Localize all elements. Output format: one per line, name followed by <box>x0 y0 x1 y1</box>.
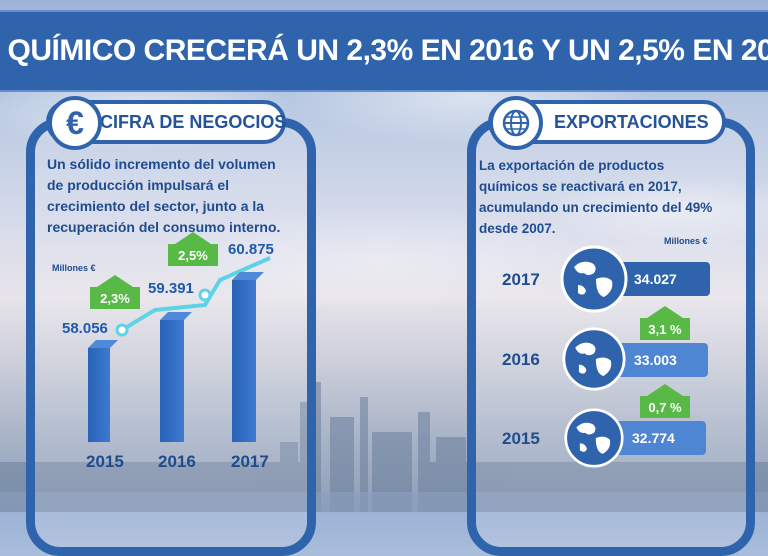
value-2016: 59.391 <box>148 280 194 297</box>
growth-badge-2017: 2,5% <box>168 232 218 266</box>
year-2015: 2015 <box>86 452 124 471</box>
bar-2016 <box>160 312 192 442</box>
business-volume-unit: Millones € <box>52 263 96 273</box>
export-year-2015: 2015 <box>502 429 540 448</box>
export-year-2017: 2017 <box>502 270 540 289</box>
globe-image-2016 <box>562 327 626 391</box>
exports-title: EXPORTACIONES <box>554 111 709 132</box>
export-growth-badge-2016: 0,7 % <box>640 384 690 418</box>
growth-badge-2016: 2,3% <box>90 275 140 309</box>
exports-description: La exportación de productos químicos se … <box>479 158 713 236</box>
business-volume-description: Un sólido incremento del volumen de prod… <box>47 156 281 235</box>
export-value-2017: 34.027 <box>634 271 677 287</box>
growth-line <box>115 256 271 337</box>
page-title: TOR QUÍMICO CRECERÁ UN 2,3% EN 2016 Y UN… <box>0 10 768 92</box>
bar-2015 <box>88 340 118 442</box>
globe-image-2015 <box>564 408 624 468</box>
bar-2017 <box>232 272 264 442</box>
globe-image-2017 <box>560 245 628 313</box>
euro-icon: € <box>48 96 102 150</box>
business-volume-header: CIFRA DE NEGOCIOS <box>46 100 286 144</box>
export-value-2016: 33.003 <box>634 352 677 368</box>
year-2016: 2016 <box>158 452 196 471</box>
value-2017: 60.875 <box>228 241 274 258</box>
business-volume-title: CIFRA DE NEGOCIOS <box>100 111 287 132</box>
export-value-2015: 32.774 <box>632 430 675 446</box>
globe-icon <box>489 96 543 150</box>
export-year-2016: 2016 <box>502 350 540 369</box>
export-growth-badge-2017: 3,1 % <box>640 306 690 340</box>
exports-unit: Millones € <box>664 236 708 246</box>
value-2015: 58.056 <box>62 320 108 337</box>
year-2017: 2017 <box>231 452 269 471</box>
